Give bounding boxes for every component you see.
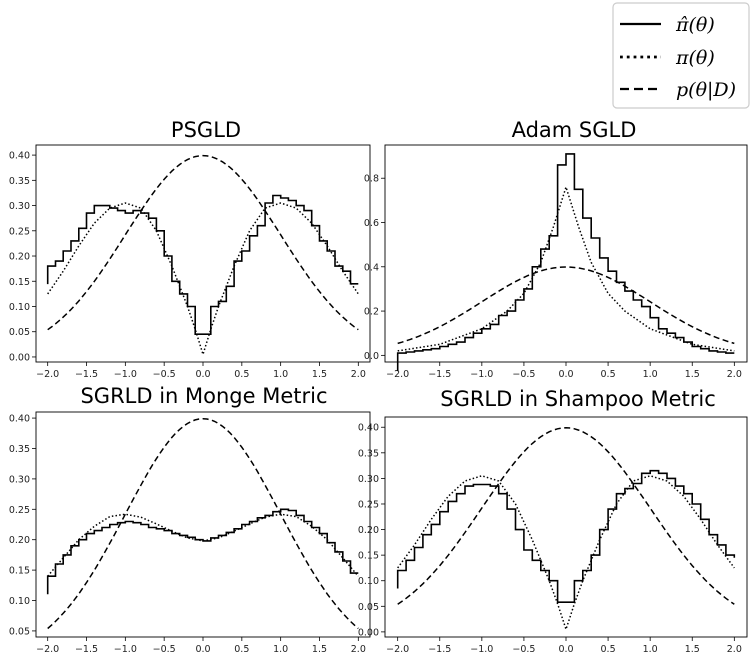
legend-label-target: π(θ): [675, 47, 715, 69]
x-tick-label: 0.5: [234, 644, 249, 655]
y-tick-label: 0.0: [364, 351, 379, 362]
y-tick-label: 0.30: [9, 201, 30, 212]
x-tick-label: −0.5: [153, 369, 176, 380]
x-tick-label: −2.0: [36, 644, 59, 655]
y-tick-label: 0.30: [9, 474, 30, 485]
x-tick-label: 2.0: [727, 369, 742, 380]
x-tick-label: 0.0: [558, 369, 573, 380]
plot-frame: [35, 411, 371, 638]
panel-sgrld-monge: SGRLD in Monge Metric −2.0 −1.5 −1.0 −0.5 0.…: [9, 384, 371, 655]
x-tick-label: −1.0: [114, 369, 137, 380]
y-tick-label: 0.40: [9, 151, 30, 162]
y-tick-label: 0.10: [9, 596, 30, 607]
x-tick-label: −1.0: [470, 369, 493, 380]
legend-label-posterior: p(θ|D): [676, 79, 736, 101]
y-tick-label: 0.40: [358, 423, 379, 434]
x-tick-label: 0.5: [601, 644, 616, 655]
series-estimate-sgrld-monge: [46, 508, 359, 595]
legend-label-estimate: π̂(θ): [675, 14, 715, 36]
y-tick-label: 0.00: [9, 352, 30, 363]
x-tick-label: −0.5: [512, 644, 535, 655]
plot-frame: [384, 144, 748, 363]
y-tick-label: 0.20: [9, 252, 30, 263]
series-estimate-psgld: [46, 194, 359, 335]
series-posterior-sgrld-shampoo: [397, 427, 735, 605]
x-tick-label: 0.5: [234, 369, 249, 380]
x-tick-label: −2.0: [386, 644, 409, 655]
x-tick-label: −0.5: [153, 644, 176, 655]
y-tick-label: 0.2: [364, 307, 379, 318]
x-tick-label: 2.0: [727, 644, 742, 655]
series-posterior-sgrld-monge: [47, 417, 359, 630]
x-tick-label: 1.5: [685, 644, 700, 655]
x-tick-label: 0.5: [601, 369, 616, 380]
plot-frame: [384, 416, 748, 638]
panel-title-psgld: PSGLD: [171, 118, 241, 142]
y-tick-label: 0.10: [358, 576, 379, 587]
series-target-sgrld-monge: [47, 513, 359, 577]
y-tick-label: 0.00: [358, 627, 379, 638]
x-tick-label: 1.5: [312, 644, 327, 655]
y-tick-label: 0.35: [9, 444, 30, 455]
y-tick-label: 0.25: [358, 499, 379, 510]
y-tick-label: 0.25: [9, 226, 30, 237]
panel-adam-sgld: Adam SGLD −2.0 −1.5 −1.0 −0.5 0.0 0.5 1.0 1.5 2.…: [364, 118, 748, 380]
y-tick-label: 0.05: [9, 327, 30, 338]
y-tick-label: 0.10: [9, 302, 30, 313]
y-tick-label: 0.15: [9, 277, 30, 288]
x-tick-label: 0.0: [558, 644, 573, 655]
series-target-sgrld-shampoo: [397, 475, 735, 632]
x-tick-label: 0.0: [195, 644, 210, 655]
x-tick-label: −1.0: [114, 644, 137, 655]
x-tick-label: 1.0: [643, 369, 658, 380]
x-tick-label: 1.0: [273, 369, 288, 380]
y-tick-label: 0.15: [9, 566, 30, 577]
x-tick-label: −1.5: [75, 369, 98, 380]
x-tick-label: 0.0: [195, 369, 210, 380]
x-tick-label: −1.5: [75, 644, 98, 655]
panel-title-adam-sgld: Adam SGLD: [512, 118, 637, 142]
y-tick-label: 0.25: [9, 505, 30, 516]
x-tick-label: −2.0: [386, 369, 409, 380]
x-tick-label: −2.0: [36, 369, 59, 380]
y-tick-label: 0.20: [358, 525, 379, 536]
x-tick-label: −1.5: [428, 644, 451, 655]
x-tick-label: −0.5: [512, 369, 535, 380]
series-estimate-adam-sgld: [396, 153, 735, 372]
y-tick-label: 0.05: [9, 626, 30, 637]
x-tick-label: 1.5: [685, 369, 700, 380]
series-target-adam-sgld: [397, 184, 735, 352]
x-tick-label: 1.5: [312, 369, 327, 380]
y-tick-label: 0.35: [9, 176, 30, 187]
panel-title-sgrld-monge: SGRLD in Monge Metric: [80, 384, 327, 408]
y-tick-label: 0.6: [364, 218, 379, 229]
panel-title-sgrld-shampoo: SGRLD in Shampoo Metric: [440, 387, 716, 411]
panel-psgld: PSGLD −2.0 −1.5 −1.0 −0.5 0.0 0.5 1.0 1.5 2.0 0.0…: [9, 118, 371, 380]
y-tick-label: 0.40: [9, 414, 30, 425]
series-posterior-adam-sgld: [397, 266, 735, 345]
y-tick-label: 0.4: [364, 262, 379, 273]
y-tick-label: 0.05: [358, 602, 379, 613]
x-tick-label: 2.0: [351, 369, 366, 380]
x-tick-label: 2.0: [351, 644, 366, 655]
panel-sgrld-shampoo: SGRLD in Shampoo Metric −2.0 −1.5 −1.0 −0.5…: [358, 387, 748, 655]
x-tick-label: −1.5: [428, 369, 451, 380]
y-tick-label: 0.15: [358, 551, 379, 562]
series-estimate-sgrld-shampoo: [396, 469, 736, 603]
y-tick-label: 0.8: [364, 174, 379, 185]
y-tick-label: 0.30: [358, 474, 379, 485]
y-tick-label: 0.35: [358, 448, 379, 459]
y-tick-label: 0.20: [9, 535, 30, 546]
legend: π̂(θ) π(θ) p(θ|D): [612, 2, 750, 109]
legend-frame: [612, 2, 750, 109]
series-posterior-psgld: [47, 154, 359, 331]
x-tick-label: 1.0: [273, 644, 288, 655]
x-tick-label: −1.0: [470, 644, 493, 655]
x-tick-label: 1.0: [643, 644, 658, 655]
plot-frame: [35, 144, 371, 363]
